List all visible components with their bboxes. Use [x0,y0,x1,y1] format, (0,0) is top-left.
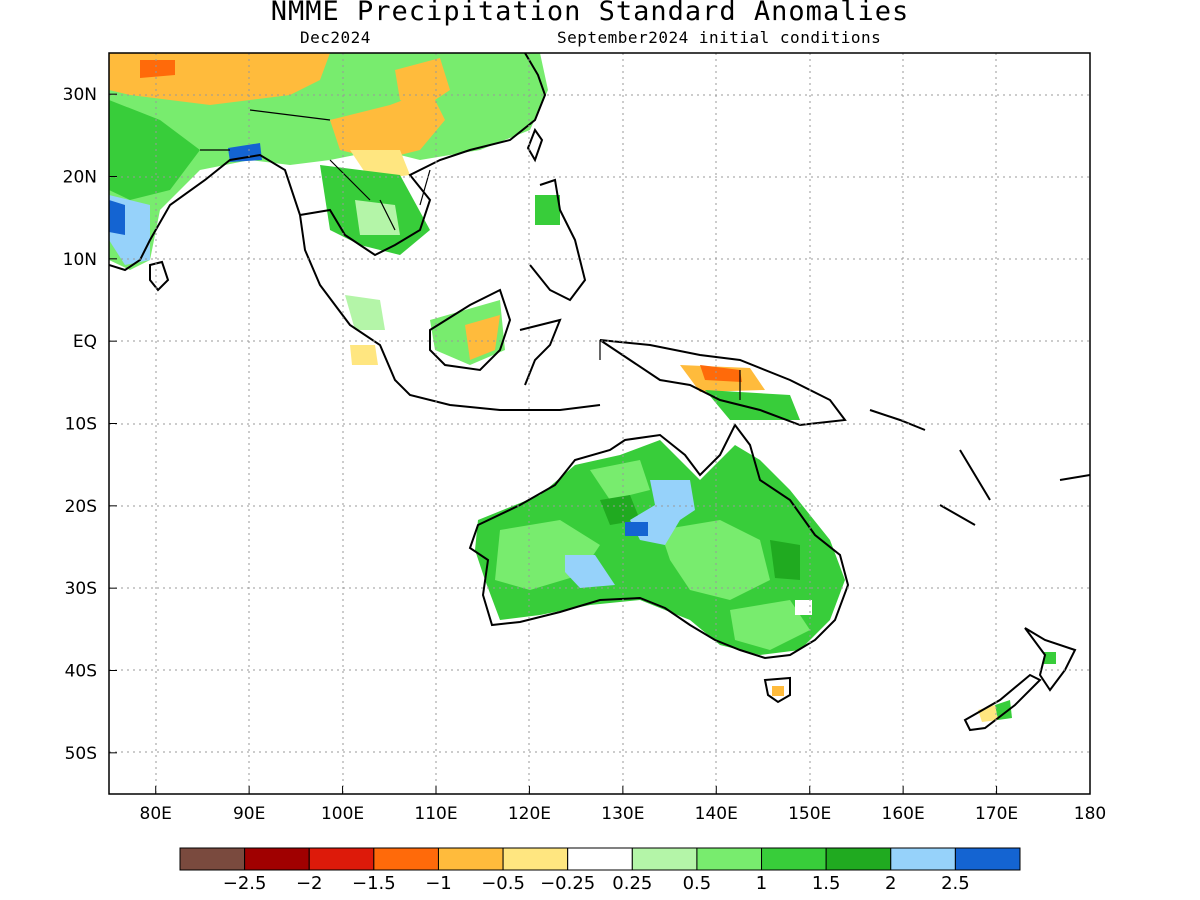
initial-conditions: September2024 initial conditions [557,28,882,47]
australia-blue-dark [625,522,648,536]
colorbar-label: −1.5 [352,873,396,894]
sumatra-green [345,295,385,330]
colorbar-label: 2 [885,873,896,894]
australia-green [475,440,845,655]
y-tick-label: 20N [63,168,97,188]
asia-coast [109,53,601,411]
colorbar-swatch [825,847,892,871]
colorbar-label: 0.5 [683,873,712,894]
nz-north-green [1044,652,1056,664]
nz-green [995,700,1012,720]
colorbar-swatch [179,847,246,871]
colorbar-swatch [437,847,504,871]
bangladesh-blue-dark [228,143,262,162]
y-axis-ticks: 30N 20N 10N EQ 10S 20S 30S 40S 50S [63,85,117,764]
colorbar-label: −1 [425,873,452,894]
x-tick-label: 120E [508,804,551,824]
colorbar-label: −0.25 [540,873,595,894]
colorbar-label: 2.5 [941,873,970,894]
colorbar-swatch [502,847,569,871]
png-green [705,390,800,420]
shaded-anomalies [109,53,1056,722]
country-borders [200,109,741,400]
coastlines [109,53,1090,732]
colorbar-swatch [308,847,375,871]
graticule [109,53,1090,794]
australia-green-light-3 [730,600,810,650]
colorbar-swatch [244,847,310,871]
colorbar-label: 0.25 [612,873,652,894]
colorbar: −2.5 −2 −1.5 −1 −0.5 −0.25 0.25 0.5 1 1.5 2 2.5 [179,847,1021,894]
tasmania-coast [763,676,791,704]
java-yellow [350,345,378,365]
colorbar-label: −2 [296,873,323,894]
indochina-light [355,200,400,235]
australia-blue-2 [565,555,615,588]
y-tick-label: 30S [65,579,97,599]
png-orange-dark [700,365,742,382]
nz-north-coast [1024,627,1077,692]
colorbar-label: 1.5 [812,873,841,894]
x-tick-label: 180 [1074,804,1106,824]
borneo-orange [465,315,500,360]
colorbar-label: −0.5 [481,873,525,894]
nz-south-coast [963,673,1042,732]
colorbar-label: −2.5 [223,873,267,894]
png-coast [599,339,847,427]
sri-lanka [149,260,170,292]
x-tick-label: 150E [788,804,831,824]
pacific-islands [869,409,1090,526]
colorbar-swatch [954,847,1021,871]
colorbar-swatch [567,847,633,871]
x-tick-label: 90E [233,804,265,824]
y-tick-label: 50S [65,744,97,764]
philippines-green [535,195,560,225]
australia-white-east [795,600,812,615]
colorbar-label: 1 [756,873,767,894]
x-tick-label: 130E [601,804,644,824]
colorbar-swatch [761,847,827,871]
x-tick-label: 140E [695,804,738,824]
australia-green-light-2 [660,520,770,600]
tasmania-orange [772,686,784,696]
x-tick-label: 100E [321,804,364,824]
x-axis-ticks: 80E 90E 100E 110E 120E 130E 140E 150E 160E 170E 18… [140,786,1106,824]
india-blue-dark [109,200,125,235]
y-tick-label: 40S [65,662,97,682]
y-tick-label: 20S [65,497,97,517]
himalaya-orange-dark [140,60,175,78]
colorbar-swatch [373,847,439,871]
colorbar-swatch [890,847,956,871]
y-tick-label: 30N [63,85,97,105]
india-green-dark [109,100,200,200]
map-title: NMME Precipitation Standard Anomalies [270,0,910,27]
map-frame [108,52,1091,795]
colorbar-swatch [631,847,698,871]
y-tick-label: 10S [65,415,97,435]
australia-dark-1 [600,495,640,525]
sulawesi-coast [519,318,562,386]
x-tick-label: 160E [882,804,925,824]
australia-coast [468,423,850,660]
forecast-month: Dec2024 [300,28,371,47]
philippines-coast [529,178,587,302]
x-tick-label: 110E [414,804,457,824]
taiwan-coast [526,127,544,163]
y-tick-label: EQ [73,332,97,352]
borneo-coast [429,288,512,372]
australia-dark-2 [770,540,800,580]
x-tick-label: 80E [140,804,172,824]
australia-green-light-4 [590,460,650,500]
y-tick-label: 10N [63,250,97,270]
colorbar-swatch [696,847,763,871]
x-tick-label: 170E [975,804,1018,824]
